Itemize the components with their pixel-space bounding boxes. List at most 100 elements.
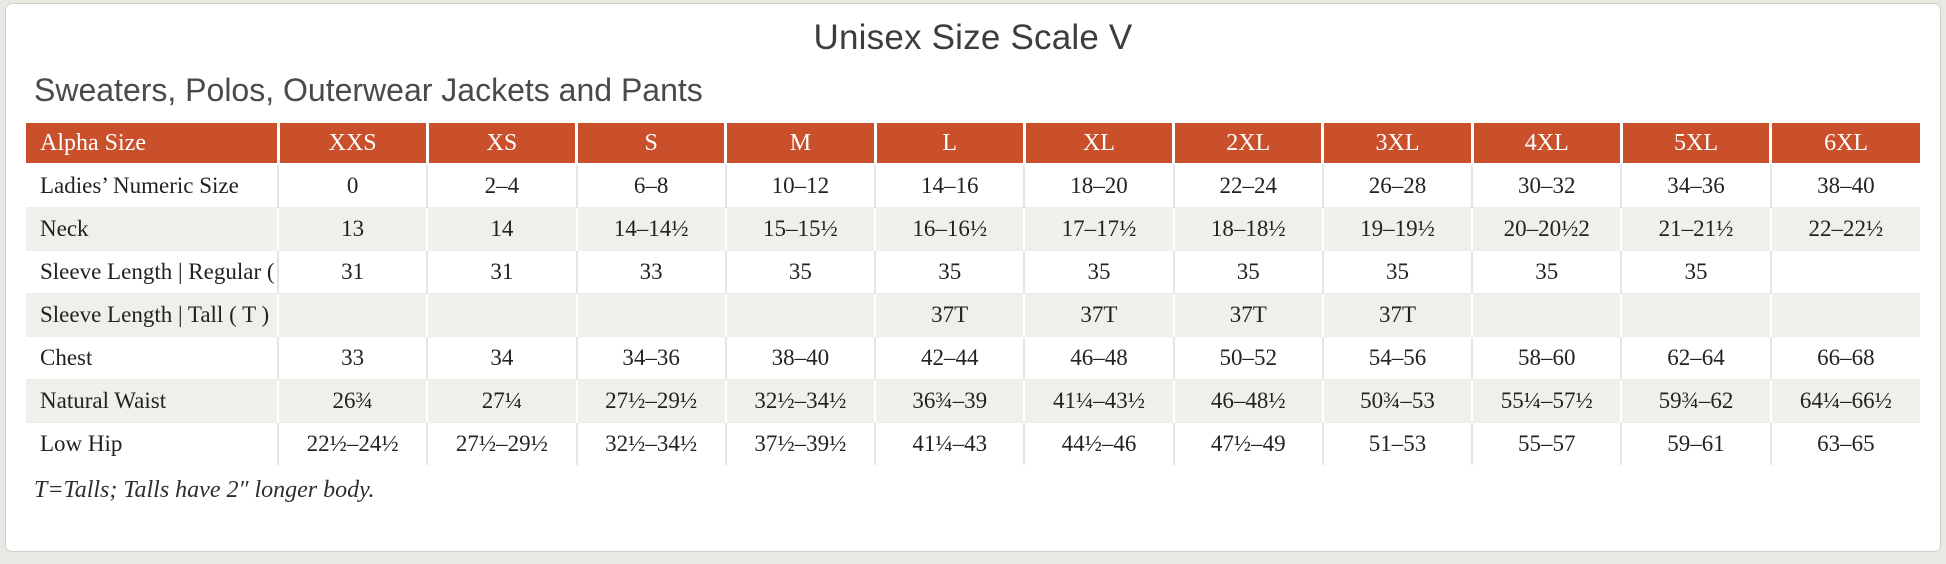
- cell: 35: [874, 249, 1025, 293]
- cell: 6–8: [575, 163, 726, 207]
- column-header-s: S: [575, 123, 726, 164]
- table-body: Ladies’ Numeric Size 0 2–4 6–8 10–12 14–16 18–…: [26, 163, 1920, 465]
- cell: 30–32: [1471, 163, 1622, 207]
- cell: 44½–46: [1023, 421, 1174, 465]
- cell: 41¼–43: [874, 421, 1025, 465]
- table-row: Chest 33 34 34–36 38–40 42–44 46–48 50–52 54–56 5…: [26, 335, 1920, 379]
- column-header-xxs: XXS: [276, 123, 428, 164]
- cell: 37T: [1172, 292, 1323, 336]
- cell: 35: [1023, 249, 1174, 293]
- cell: [276, 292, 428, 336]
- size-chart-table: Alpha Size XXS XS S M L XL 2XL 3XL 4XL 5XL 6XL Ladi…: [26, 123, 1920, 465]
- cell: 13: [276, 206, 428, 250]
- cell: 17–17½: [1023, 206, 1174, 250]
- cell: 41¼–43½: [1023, 378, 1174, 422]
- row-label: Sleeve Length | Regular ( R ): [26, 249, 278, 293]
- cell: 21–21½: [1620, 206, 1771, 250]
- column-header-3xl: 3XL: [1321, 123, 1473, 164]
- table-row: Ladies’ Numeric Size 0 2–4 6–8 10–12 14–16 18–…: [26, 163, 1920, 207]
- cell: 19–19½: [1321, 206, 1473, 250]
- column-header-l: L: [873, 123, 1025, 164]
- cell: 27½–29½: [426, 421, 577, 465]
- cell: [1769, 292, 1920, 336]
- column-header-5xl: 5XL: [1619, 123, 1771, 164]
- cell: 14–14½: [575, 206, 726, 250]
- cell: 35: [1321, 249, 1473, 293]
- cell: 34–36: [575, 335, 726, 379]
- cell: 0: [276, 163, 428, 207]
- cell: 35: [724, 249, 876, 293]
- cell: 59–61: [1620, 421, 1771, 465]
- cell: 50–52: [1172, 335, 1323, 379]
- row-label: Natural Waist: [26, 378, 278, 422]
- table-row: Neck 13 14 14–14½ 15–15½ 16–16½ 17–17½ 18–18½ 19…: [26, 206, 1920, 250]
- row-label: Chest: [26, 335, 278, 379]
- cell: 22–22½: [1769, 206, 1920, 250]
- cell: 31: [426, 249, 577, 293]
- cell: 58–60: [1471, 335, 1622, 379]
- row-label: Neck: [26, 206, 278, 250]
- cell: 54–56: [1321, 335, 1473, 379]
- cell: 66–68: [1769, 335, 1920, 379]
- cell: [724, 292, 876, 336]
- cell: 36¾–39: [874, 378, 1025, 422]
- cell: 35: [1172, 249, 1323, 293]
- cell: 14: [426, 206, 577, 250]
- cell: 22½–24½: [276, 421, 428, 465]
- column-header-xl: XL: [1022, 123, 1174, 164]
- cell: [575, 292, 726, 336]
- cell: 37T: [874, 292, 1025, 336]
- cell: [426, 292, 577, 336]
- column-header-2xl: 2XL: [1172, 123, 1323, 164]
- cell: 16–16½: [874, 206, 1025, 250]
- cell: 18–18½: [1172, 206, 1323, 250]
- cell: 38–40: [1769, 163, 1920, 207]
- row-label: Ladies’ Numeric Size: [26, 163, 278, 207]
- table-row: Natural Waist 26¾ 27¼ 27½–29½ 32½–34½ 36¾–39 4…: [26, 378, 1920, 422]
- cell: [1620, 292, 1771, 336]
- cell: [1471, 292, 1622, 336]
- cell: 27½–29½: [575, 378, 726, 422]
- page-title: Unisex Size Scale V: [813, 18, 1133, 57]
- cell: 35: [1471, 249, 1622, 293]
- page-subtitle: Sweaters, Polos, Outerwear Jackets and P…: [34, 72, 703, 108]
- cell: 34: [426, 335, 577, 379]
- cell: 37T: [1023, 292, 1174, 336]
- cell: 10–12: [724, 163, 876, 207]
- cell: 63–65: [1769, 421, 1920, 465]
- cell: 20–20½2: [1471, 206, 1622, 250]
- cell: 2–4: [426, 163, 577, 207]
- cell: 51–53: [1321, 421, 1473, 465]
- table-header: Alpha Size XXS XS S M L XL 2XL 3XL 4XL 5XL 6XL: [26, 123, 1920, 164]
- cell: 34–36: [1620, 163, 1771, 207]
- header-row: Alpha Size XXS XS S M L XL 2XL 3XL 4XL 5XL 6XL: [26, 123, 1920, 164]
- cell: 46–48½: [1172, 378, 1323, 422]
- cell: 32½–34½: [724, 378, 876, 422]
- cell: 55–57: [1471, 421, 1622, 465]
- cell: 27¼: [426, 378, 577, 422]
- cell: 47½–49: [1172, 421, 1323, 465]
- cell: 15–15½: [724, 206, 876, 250]
- size-chart-card: Unisex Size Scale V Sweaters, Polos, Out…: [5, 3, 1941, 552]
- cell: 35: [1620, 249, 1771, 293]
- cell: 14–16: [874, 163, 1025, 207]
- cell: 18–20: [1023, 163, 1174, 207]
- table-row: Sleeve Length | Regular ( R )31313335353…: [26, 249, 1920, 293]
- table-row: Low Hip 22½–24½ 27½–29½ 32½–34½ 37½–39½ 41¼–4…: [26, 421, 1920, 465]
- cell: 33: [575, 249, 726, 293]
- cell: 50¾–53: [1321, 378, 1473, 422]
- row-label: Sleeve Length | Tall ( T ): [26, 292, 278, 336]
- cell: 42–44: [874, 335, 1025, 379]
- cell: 55¼–57½: [1471, 378, 1622, 422]
- cell: 26–28: [1321, 163, 1473, 207]
- column-header-4xl: 4XL: [1470, 123, 1622, 164]
- cell: 38–40: [724, 335, 876, 379]
- table-row: Sleeve Length | Tall ( T ) 37T 37T 37T 37T: [26, 292, 1920, 336]
- row-label: Low Hip: [26, 421, 278, 465]
- column-header-xs: XS: [425, 123, 577, 164]
- cell: 22–24: [1172, 163, 1323, 207]
- cell: 26¾: [276, 378, 428, 422]
- cell: 37T: [1321, 292, 1473, 336]
- column-header-alpha-size: Alpha Size: [26, 123, 278, 164]
- cell: 62–64: [1620, 335, 1771, 379]
